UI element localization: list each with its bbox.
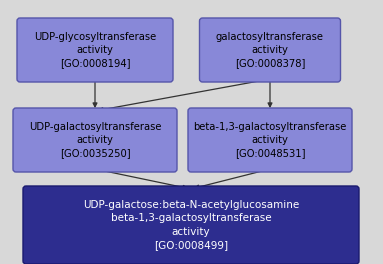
FancyBboxPatch shape <box>17 18 173 82</box>
Text: UDP-glycosyltransferase
activity
[GO:0008194]: UDP-glycosyltransferase activity [GO:000… <box>34 32 156 68</box>
FancyBboxPatch shape <box>188 108 352 172</box>
Text: galactosyltransferase
activity
[GO:0008378]: galactosyltransferase activity [GO:00083… <box>216 32 324 68</box>
FancyBboxPatch shape <box>13 108 177 172</box>
FancyBboxPatch shape <box>200 18 340 82</box>
Text: beta-1,3-galactosyltransferase
activity
[GO:0048531]: beta-1,3-galactosyltransferase activity … <box>193 122 347 158</box>
Text: UDP-galactosyltransferase
activity
[GO:0035250]: UDP-galactosyltransferase activity [GO:0… <box>29 122 161 158</box>
FancyBboxPatch shape <box>23 186 359 264</box>
Text: UDP-galactose:beta-N-acetylglucosamine
beta-1,3-galactosyltransferase
activity
[: UDP-galactose:beta-N-acetylglucosamine b… <box>83 200 299 250</box>
